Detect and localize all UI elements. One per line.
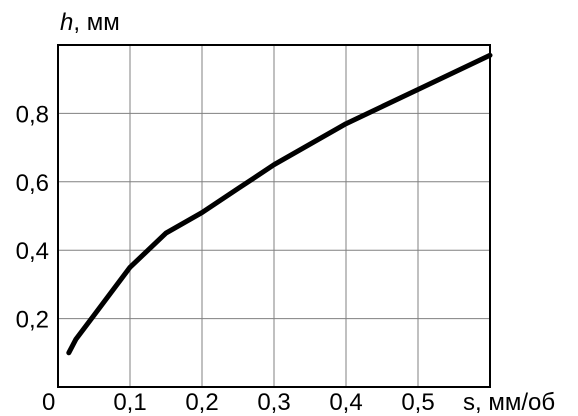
tick-labels: 0 0,1 0,2 0,3 0,4 0,5 0,2 0,4 0,6 0,8 bbox=[16, 101, 435, 416]
x-axis-unit: , мм/об bbox=[475, 389, 555, 416]
y-tick-label-3: 0,8 bbox=[16, 101, 49, 128]
y-axis-unit: , мм bbox=[73, 9, 119, 36]
x-tick-label-2: 0,2 bbox=[185, 389, 218, 416]
x-axis-symbol: s bbox=[463, 389, 475, 416]
plot-frame bbox=[57, 44, 491, 388]
x-axis-label: s, мм/об bbox=[463, 389, 555, 416]
series bbox=[66, 52, 493, 356]
x-tick-label-3: 0,3 bbox=[257, 389, 290, 416]
x-tick-label-4: 0,4 bbox=[329, 389, 362, 416]
y-axis-symbol: h bbox=[60, 9, 73, 36]
y-tick-label-2: 0,6 bbox=[16, 170, 49, 197]
grid bbox=[58, 45, 490, 387]
series-line-0 bbox=[66, 52, 493, 356]
x-tick-label-1: 0,1 bbox=[113, 389, 146, 416]
x-tick-label-0: 0 bbox=[42, 389, 55, 416]
y-tick-label-0: 0,2 bbox=[16, 307, 49, 334]
y-axis-label: h, мм bbox=[60, 9, 120, 36]
x-tick-label-5: 0,5 bbox=[401, 389, 434, 416]
y-tick-label-1: 0,4 bbox=[16, 238, 49, 265]
